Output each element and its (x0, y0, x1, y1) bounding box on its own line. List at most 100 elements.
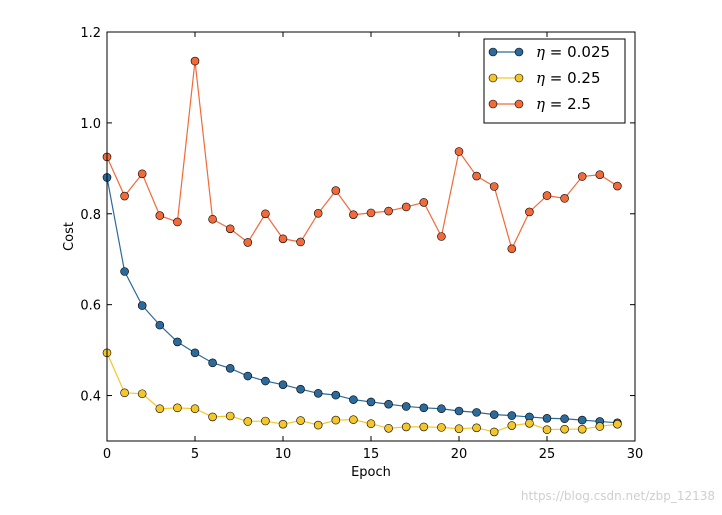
data-point (261, 209, 270, 219)
data-point (173, 403, 182, 413)
data-point (331, 186, 341, 195)
data-point (173, 337, 182, 347)
data-point (313, 420, 323, 430)
data-point (560, 414, 569, 424)
data-point (366, 419, 376, 429)
legend-item: η = 0.25 (488, 69, 601, 87)
y-tick-label: 1.0 (80, 117, 101, 132)
data-point (190, 348, 200, 358)
data-point (190, 404, 200, 414)
data-point (384, 399, 393, 409)
x-tick-label: 5 (191, 447, 199, 462)
legend-symbol: η (536, 43, 545, 61)
data-point (137, 389, 147, 399)
data-point (419, 403, 429, 413)
y-axis-label: Cost (62, 222, 77, 251)
data-point (507, 421, 517, 430)
data-point (225, 411, 235, 421)
data-point (243, 417, 253, 426)
legend-marker (488, 99, 498, 109)
data-point (155, 404, 165, 414)
data-point (472, 423, 481, 433)
data-point (401, 402, 411, 411)
data-point (366, 397, 376, 407)
data-point (595, 170, 605, 179)
watermark-text: https://blog.csdn.net/zbp_12138 (521, 489, 715, 503)
data-point (595, 422, 605, 431)
legend-marker (514, 47, 524, 57)
data-point (613, 419, 622, 429)
data-point (366, 208, 376, 218)
data-point (349, 210, 358, 219)
data-point (313, 388, 323, 398)
data-point (313, 209, 323, 218)
data-point (419, 422, 429, 432)
data-point (296, 237, 305, 247)
data-point (577, 415, 587, 425)
data-point (243, 238, 253, 247)
data-point (261, 416, 270, 426)
series-2 (102, 56, 622, 254)
legend-value: = 0.025 (545, 43, 610, 61)
data-point (437, 232, 446, 241)
x-axis-label: Epoch (351, 465, 391, 480)
data-point (155, 320, 165, 330)
series-1 (102, 348, 622, 437)
legend-symbol: η (536, 69, 545, 87)
data-point (525, 207, 534, 217)
axis-ticks: 0 5 10 15 20 25 30 0.4 0.6 0.8 1.0 1.2 (80, 26, 643, 462)
data-point (401, 422, 411, 432)
data-point (208, 214, 217, 224)
data-point (437, 423, 446, 432)
legend-value: = 2.5 (545, 95, 591, 113)
data-point (278, 419, 288, 429)
x-tick-label: 20 (451, 447, 468, 462)
data-point (225, 363, 235, 373)
legend-value: = 0.25 (545, 69, 601, 87)
legend-marker (514, 99, 524, 109)
data-point (489, 182, 499, 191)
data-point (137, 301, 147, 310)
data-point (489, 410, 499, 419)
data-point (489, 427, 499, 437)
legend-marker (488, 73, 498, 83)
x-tick-label: 0 (103, 447, 111, 462)
data-point (296, 416, 305, 425)
series-layer (102, 56, 622, 437)
x-tick-label: 30 (627, 447, 644, 462)
data-point (190, 56, 200, 66)
series-line (106, 352, 618, 433)
x-tick-label: 10 (275, 447, 292, 462)
legend-label: η = 2.5 (536, 95, 591, 113)
y-tick-label: 0.6 (80, 299, 101, 314)
legend-label: η = 0.25 (536, 69, 601, 87)
data-point (120, 388, 129, 398)
data-point (296, 384, 305, 394)
legend-symbol: η (536, 95, 545, 113)
data-point (577, 424, 587, 434)
y-tick-label: 1.2 (80, 26, 101, 41)
data-point (137, 169, 147, 179)
data-point (401, 202, 411, 212)
data-point (384, 206, 393, 216)
data-point (437, 404, 446, 414)
legend-item: η = 0.025 (488, 43, 610, 61)
data-point (472, 171, 481, 181)
data-point (542, 191, 552, 200)
data-point (384, 423, 393, 433)
data-point (560, 194, 569, 203)
x-tick-label: 15 (363, 447, 380, 462)
data-point (525, 418, 534, 428)
data-point (208, 412, 217, 422)
data-point (454, 424, 464, 434)
data-point (507, 244, 517, 254)
data-point (331, 390, 341, 400)
data-point (261, 376, 270, 386)
data-point (349, 395, 358, 404)
legend-marker (488, 47, 498, 57)
data-point (208, 358, 217, 368)
data-point (173, 217, 182, 227)
data-point (613, 181, 622, 191)
